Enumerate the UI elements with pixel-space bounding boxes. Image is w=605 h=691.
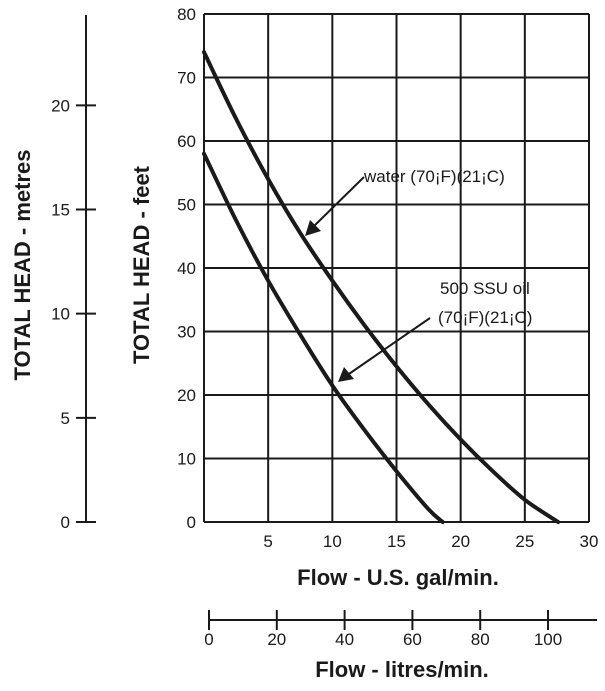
oil-label-line2: (70¡F)(21¡C) — [438, 308, 532, 327]
metres-tick-label-1: 5 — [61, 409, 70, 428]
oil-arrow-line — [345, 317, 431, 377]
water-curve — [202, 50, 561, 524]
metres-axis: 0 5 10 15 20 — [51, 15, 96, 532]
oil-annotation: 500 SSU oil (70¡F)(21¡C) — [338, 279, 532, 382]
metres-axis-title: TOTAL HEAD - metres — [10, 149, 35, 380]
litres-tick-label-2: 40 — [335, 630, 354, 649]
litres-tick-label-0: 0 — [204, 630, 213, 649]
x-tick-label-4: 25 — [515, 532, 534, 551]
water-arrowhead — [305, 220, 321, 236]
x-tick-label-2: 15 — [387, 532, 406, 551]
oil-label-line1: 500 SSU oil — [440, 279, 530, 298]
water-annotation: water (70¡F)(21¡C) — [305, 167, 505, 236]
litres-tick-labels: 0 20 40 60 80 100 — [204, 610, 562, 649]
y-tick-label-5: 50 — [177, 196, 196, 215]
litres-axis: 0 20 40 60 80 100 — [204, 610, 597, 649]
curves — [202, 50, 561, 524]
litres-axis-title: Flow - litres/min. — [315, 657, 489, 682]
metres-tick-label-4: 20 — [51, 96, 70, 115]
metres-tick-label-0: 0 — [61, 513, 70, 532]
y-tick-label-3: 30 — [177, 323, 196, 342]
metres-tick-labels: 0 5 10 15 20 — [51, 96, 96, 532]
y-tick-label-8: 80 — [177, 5, 196, 24]
x-axis-title: Flow - U.S. gal/min. — [297, 565, 499, 590]
y-tick-label-2: 20 — [177, 386, 196, 405]
x-tick-label-0: 5 — [263, 532, 272, 551]
metres-tick-label-3: 15 — [51, 200, 70, 219]
litres-tick-label-4: 80 — [471, 630, 490, 649]
metres-tick-label-2: 10 — [51, 305, 70, 324]
y-tick-label-6: 60 — [177, 132, 196, 151]
litres-tick-label-5: 100 — [534, 630, 562, 649]
y-tick-label-0: 0 — [187, 513, 196, 532]
water-label: water (70¡F)(21¡C) — [363, 167, 505, 186]
y-tick-label-7: 70 — [177, 69, 196, 88]
x-tick-label-3: 20 — [451, 532, 470, 551]
litres-tick-label-3: 60 — [403, 630, 422, 649]
oil-arrowhead — [338, 367, 354, 382]
y-tick-labels: 0 10 20 30 40 50 60 70 80 — [177, 5, 196, 532]
water-arrow-line — [311, 176, 365, 229]
x-tick-label-5: 30 — [580, 532, 599, 551]
y-axis-title: TOTAL HEAD - feet — [129, 165, 154, 364]
y-tick-label-4: 40 — [177, 259, 196, 278]
x-tick-label-1: 10 — [323, 532, 342, 551]
litres-tick-label-1: 20 — [267, 630, 286, 649]
y-tick-label-1: 10 — [177, 450, 196, 469]
x-tick-labels: 5 10 15 20 25 30 — [263, 532, 598, 551]
oil-curve — [202, 151, 445, 524]
